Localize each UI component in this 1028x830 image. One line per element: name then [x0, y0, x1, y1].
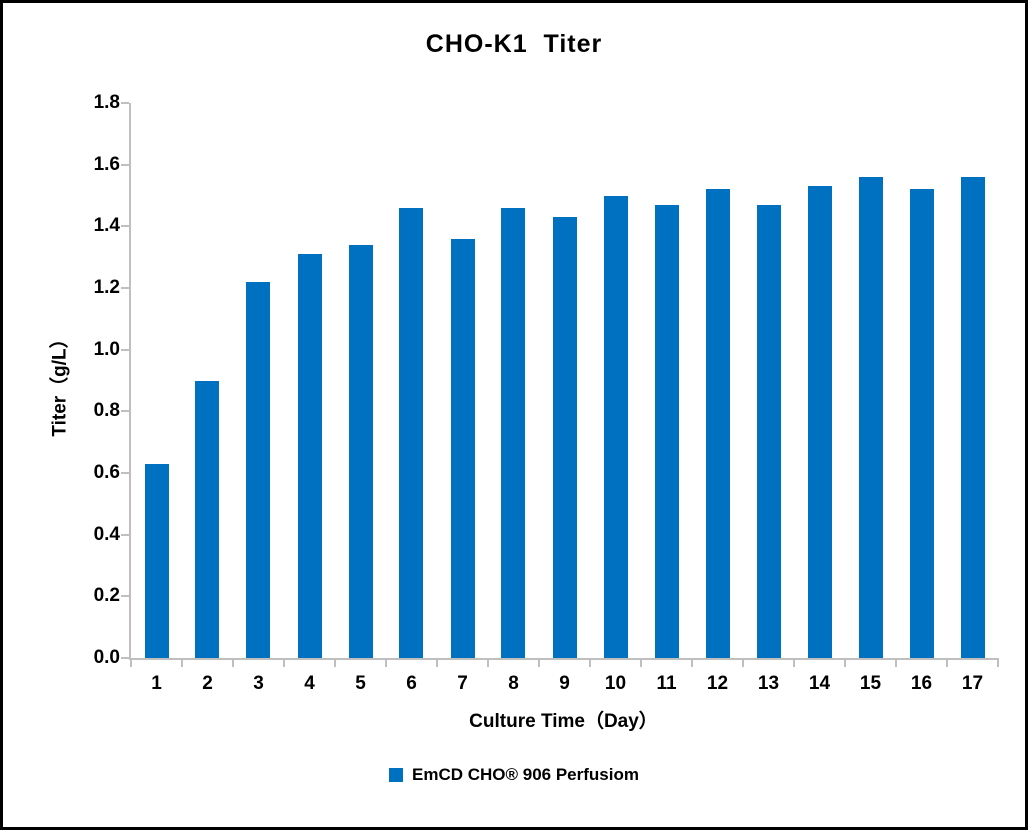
x-axis-tick: [130, 658, 132, 667]
x-axis-tick: [384, 658, 387, 667]
x-axis-tick: [181, 658, 183, 667]
bar-day-10: [603, 195, 628, 658]
bar-day-13: [756, 204, 781, 658]
y-axis-tick: [121, 225, 129, 228]
y-axis-tick: [121, 471, 129, 474]
y-axis-tick: [121, 410, 129, 413]
bar-day-9: [552, 217, 577, 658]
bar-day-1: [144, 463, 169, 658]
x-axis-tick: [844, 658, 846, 667]
y-axis-tick: [121, 286, 129, 289]
bar-day-3: [246, 281, 271, 658]
y-axis-tick-label: 0.0: [93, 647, 120, 668]
x-axis-tick-label: 15: [859, 673, 882, 694]
y-axis-tick-label: 1.4: [93, 215, 120, 237]
y-axis-tick: [121, 595, 129, 598]
x-axis-tick: [487, 658, 489, 667]
bar-day-2: [195, 380, 220, 658]
x-axis-tick: [946, 658, 948, 667]
x-axis-tick: [538, 658, 540, 667]
x-axis-tick-label: 12: [706, 673, 729, 694]
x-axis-tick-label: 3: [253, 673, 264, 694]
y-axis-tick: [121, 533, 129, 536]
y-axis-tick-label: 1.2: [93, 276, 120, 298]
x-axis-tick: [894, 658, 897, 667]
x-axis-tick-label: 17: [961, 673, 984, 694]
legend-label: EmCD CHO® 906 Perfusiom: [412, 765, 639, 784]
x-axis-title: Culture Time（Day）: [469, 711, 658, 732]
bar-day-12: [705, 189, 730, 658]
bar-day-11: [654, 204, 679, 658]
y-axis-tick-label: 0.4: [93, 523, 120, 545]
x-axis-tick-label: 13: [757, 673, 780, 694]
x-axis-tick-label: 4: [304, 673, 315, 694]
x-axis-tick-label: 6: [406, 673, 417, 694]
y-axis-tick-label: 1.8: [93, 92, 120, 113]
bar-day-5: [348, 244, 373, 658]
y-axis-tick-label: 1.6: [93, 153, 120, 175]
x-axis-tick-label: 16: [910, 673, 933, 694]
x-axis-tick-label: 8: [508, 673, 519, 694]
y-axis-tick-label: 0.6: [93, 461, 120, 483]
x-axis-tick: [741, 658, 744, 667]
x-axis-tick-label: 1: [151, 673, 162, 694]
bar-day-15: [858, 177, 883, 658]
x-axis-tick: [435, 658, 438, 667]
y-axis-tick: [121, 163, 129, 166]
x-axis-tick: [997, 658, 999, 667]
y-axis-title: Titer（g/L）: [49, 329, 71, 437]
x-axis-tick: [282, 658, 285, 667]
x-axis-tick-label: 11: [656, 673, 677, 694]
y-axis-tick-label: 0.2: [93, 585, 120, 607]
x-axis-tick-label: 7: [457, 673, 468, 694]
x-axis-tick-label: 5: [355, 673, 366, 694]
x-axis-tick: [639, 658, 642, 667]
y-axis-tick-label: 0.8: [93, 400, 120, 422]
x-axis-tick: [690, 658, 693, 667]
bar-day-14: [807, 186, 832, 658]
x-axis-tick: [232, 658, 234, 667]
y-axis-tick: [121, 102, 129, 104]
x-axis-tick-label: 10: [604, 673, 627, 694]
x-axis-tick: [589, 658, 591, 667]
bar-day-8: [501, 207, 526, 658]
legend: EmCD CHO® 906 Perfusiom: [3, 765, 1025, 785]
x-axis-tick: [793, 658, 795, 667]
y-axis-tick: [121, 657, 129, 659]
legend-swatch-icon: [389, 768, 403, 782]
x-axis-tick-label: 2: [202, 673, 213, 694]
bar-day-4: [297, 254, 322, 658]
bar-day-16: [909, 189, 934, 658]
bar-day-6: [399, 207, 424, 658]
bar-day-17: [960, 177, 985, 658]
x-axis-tick-label: 9: [559, 673, 570, 694]
y-axis-tick: [121, 348, 129, 351]
x-axis-tick: [334, 658, 336, 667]
plot-area: 0.0 0.2 0.4 0.6 0.8 1.0 1.2 1.4 1.6 1.8 1 2 3 4 5 6 7 8 9 1…: [94, 93, 999, 694]
chart-title: CHO-K1 Titer: [425, 30, 603, 58]
y-axis-tick-label: 1.0: [93, 338, 120, 360]
bar-day-7: [450, 238, 475, 658]
x-axis-tick-label: 14: [808, 673, 831, 694]
